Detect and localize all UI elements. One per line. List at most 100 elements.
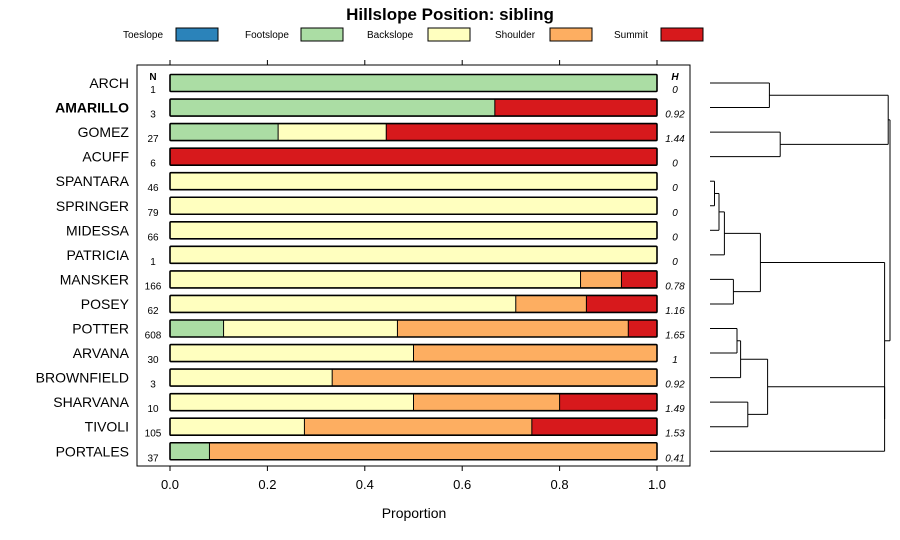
bar-segment-footslope xyxy=(170,99,495,117)
h-value: 0.92 xyxy=(665,380,685,391)
row-label: AMARILLO xyxy=(55,100,129,116)
bar-segment-shoulder xyxy=(515,295,587,313)
legend: Toeslope Footslope Backslope Shoulder Summit xyxy=(123,27,704,42)
bar-segment-shoulder xyxy=(209,442,657,460)
bar-segment-shoulder xyxy=(413,393,560,411)
x-tick-label: 1.0 xyxy=(648,477,666,492)
bar-outline xyxy=(169,171,658,191)
bar-segment-summit xyxy=(621,270,657,288)
legend-label: Summit xyxy=(614,30,648,41)
bar-outline xyxy=(169,196,658,216)
n-value: 10 xyxy=(147,404,159,415)
row-label: GOMEZ xyxy=(78,124,130,140)
row-springer: SPRINGER 79 0 xyxy=(56,196,678,219)
bar-outline xyxy=(169,441,658,461)
bar-outline xyxy=(169,98,658,117)
x-tick-label: 0.6 xyxy=(453,477,471,492)
bar-segment-footslope xyxy=(170,74,657,92)
legend-swatch xyxy=(427,27,471,42)
bar-segment-backslope xyxy=(170,197,657,215)
bar-segment-summit xyxy=(559,393,657,411)
n-value: 46 xyxy=(147,183,159,194)
row-label: POSEY xyxy=(81,296,130,312)
row-mansker: MANSKER 166 0.78 xyxy=(60,270,685,292)
n-value: 6 xyxy=(150,159,156,170)
h-value: 0 xyxy=(672,208,678,219)
row-label: PORTALES xyxy=(56,443,129,459)
h-value: 1.65 xyxy=(665,331,685,342)
bar-outline xyxy=(169,221,658,240)
row-brownfield: BROWNFIELD 3 0.92 xyxy=(36,368,685,391)
h-value: 0.92 xyxy=(665,110,685,121)
bar-outline xyxy=(169,294,658,314)
x-tick-label: 0.0 xyxy=(161,477,179,492)
n-value: 608 xyxy=(145,331,162,342)
bar-outline xyxy=(169,417,658,437)
bar-outline xyxy=(169,147,658,166)
legend-swatch xyxy=(300,27,344,42)
x-tick-label: 0.4 xyxy=(356,477,374,492)
row-arvana: ARVANA 30 1 xyxy=(73,343,678,366)
row-midessa: MIDESSA 66 0 xyxy=(66,221,678,243)
h-value: 1.44 xyxy=(665,134,685,145)
row-label: SPRINGER xyxy=(56,198,129,214)
bar-segment-backslope xyxy=(170,221,657,239)
chart-title: Hillslope Position: sibling xyxy=(346,5,554,24)
h-column-header: H xyxy=(671,72,679,83)
n-value: 3 xyxy=(150,380,156,391)
bar-segment-footslope xyxy=(170,320,224,337)
bar-outline xyxy=(169,270,658,289)
bar-segment-summit xyxy=(531,418,657,436)
h-value: 0.41 xyxy=(665,453,684,464)
legend-label: Shoulder xyxy=(495,30,536,41)
n-value: 1 xyxy=(150,85,156,96)
n-value: 3 xyxy=(150,110,156,121)
bar-outline xyxy=(169,392,658,412)
legend-swatch xyxy=(175,27,219,42)
bar-segment-backslope xyxy=(170,344,414,362)
bar-outline xyxy=(169,368,658,387)
bar-segment-summit xyxy=(586,295,657,313)
bar-segment-summit xyxy=(628,320,657,337)
bar-segment-summit xyxy=(170,148,657,166)
bar-segment-backslope xyxy=(170,369,333,387)
x-axis-title: Proportion xyxy=(382,505,447,521)
bar-outline xyxy=(169,73,658,93)
row-acuff: ACUFF 6 0 xyxy=(82,147,678,170)
h-value: 0 xyxy=(672,232,678,243)
row-label: POTTER xyxy=(72,321,129,337)
bar-segment-summit xyxy=(494,99,657,117)
legend-label: Footslope xyxy=(245,30,289,41)
bar-segment-backslope xyxy=(170,270,581,288)
row-label: ACUFF xyxy=(82,149,129,165)
h-value: 0 xyxy=(672,183,678,194)
row-label: MIDESSA xyxy=(66,222,130,238)
n-value: 27 xyxy=(147,134,159,145)
n-value: 79 xyxy=(147,208,159,219)
n-value: 166 xyxy=(145,281,162,292)
row-label: PATRICIA xyxy=(67,247,130,263)
h-value: 0 xyxy=(672,257,678,268)
n-value: 1 xyxy=(150,257,156,268)
bar-outline xyxy=(169,245,658,265)
row-arch: ARCH 1 0 xyxy=(89,73,678,96)
h-value: 1.53 xyxy=(665,429,685,440)
row-label: SPANTARA xyxy=(56,173,130,189)
bar-segment-shoulder xyxy=(580,270,622,288)
row-label: ARCH xyxy=(89,75,129,91)
row-gomez: GOMEZ 27 1.44 xyxy=(78,122,685,145)
row-spantara: SPANTARA 46 0 xyxy=(56,171,678,194)
bar-segment-backslope xyxy=(170,418,305,436)
bar-segment-backslope xyxy=(170,295,516,313)
h-value: 1.49 xyxy=(665,404,685,415)
bar-segment-backslope xyxy=(278,123,387,141)
row-sharvana: SHARVANA 10 1.49 xyxy=(53,392,685,415)
n-value: 105 xyxy=(145,429,162,440)
row-portales: PORTALES 37 0.41 xyxy=(56,441,685,464)
n-value: 37 xyxy=(147,453,159,464)
row-potter: POTTER 608 1.65 xyxy=(72,319,685,342)
h-value: 0.78 xyxy=(665,281,685,292)
h-value: 0 xyxy=(672,85,678,96)
